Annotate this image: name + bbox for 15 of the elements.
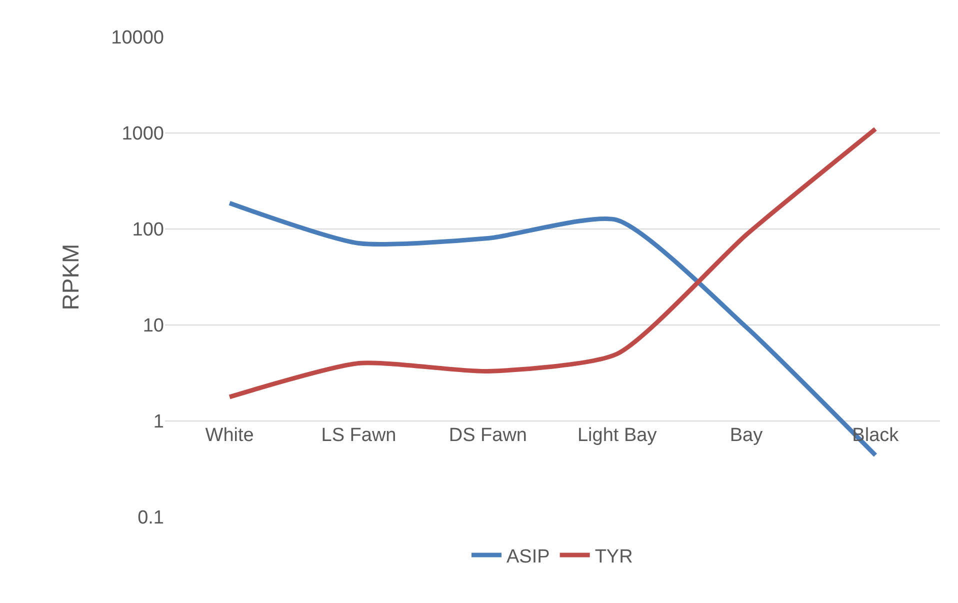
y-tick-label: 1 [153, 412, 164, 433]
y-axis-title: RPKM [58, 244, 84, 310]
x-tick-label: Light Bay [577, 425, 658, 446]
x-tick-label: White [205, 425, 254, 446]
x-tick-label: Bay [730, 425, 764, 446]
legend-label: ASIP [506, 546, 550, 568]
y-tick-label: 100 [132, 220, 164, 241]
x-tick-label: DS Fawn [448, 425, 527, 446]
line-series [227, 126, 878, 400]
y-tick-label: 10000 [111, 28, 164, 49]
y-tick-label: 0.1 [138, 508, 164, 529]
y-tick-label: 1000 [122, 124, 164, 145]
legend-label: TYR [594, 546, 633, 568]
x-tick-label: LS Fawn [321, 425, 396, 446]
y-tick-label: 10 [142, 316, 164, 337]
